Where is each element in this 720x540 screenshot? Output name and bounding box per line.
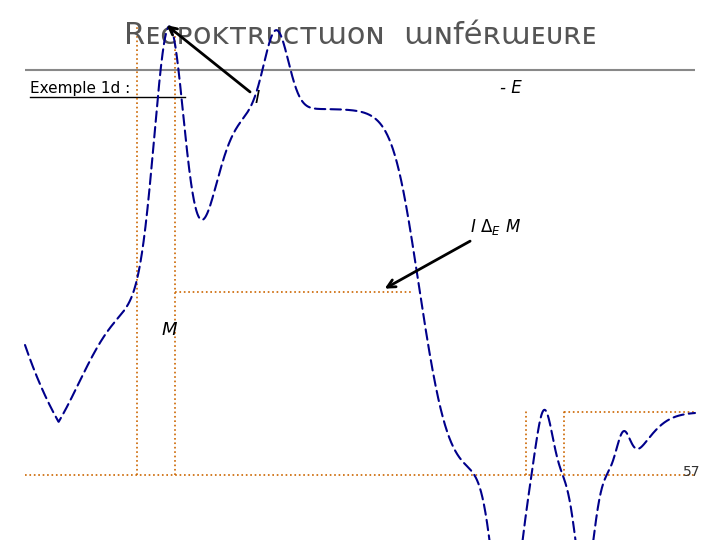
Text: Rᴇᴄᴘᴏᴋᴛʀᴜᴄᴛɯᴏɴ  ɯɴféʀɯᴇᴜʀᴇ: Rᴇᴄᴘᴏᴋᴛʀᴜᴄᴛɯᴏɴ ɯɴféʀɯᴇᴜʀᴇ bbox=[124, 21, 596, 50]
Text: M: M bbox=[162, 321, 178, 339]
Text: Exemple 1d :: Exemple 1d : bbox=[30, 80, 130, 96]
Text: - E: - E bbox=[500, 79, 522, 97]
Text: 57: 57 bbox=[683, 465, 700, 479]
Text: $I\ \Delta_E\ M$: $I\ \Delta_E\ M$ bbox=[387, 217, 521, 287]
Text: I: I bbox=[169, 27, 260, 107]
